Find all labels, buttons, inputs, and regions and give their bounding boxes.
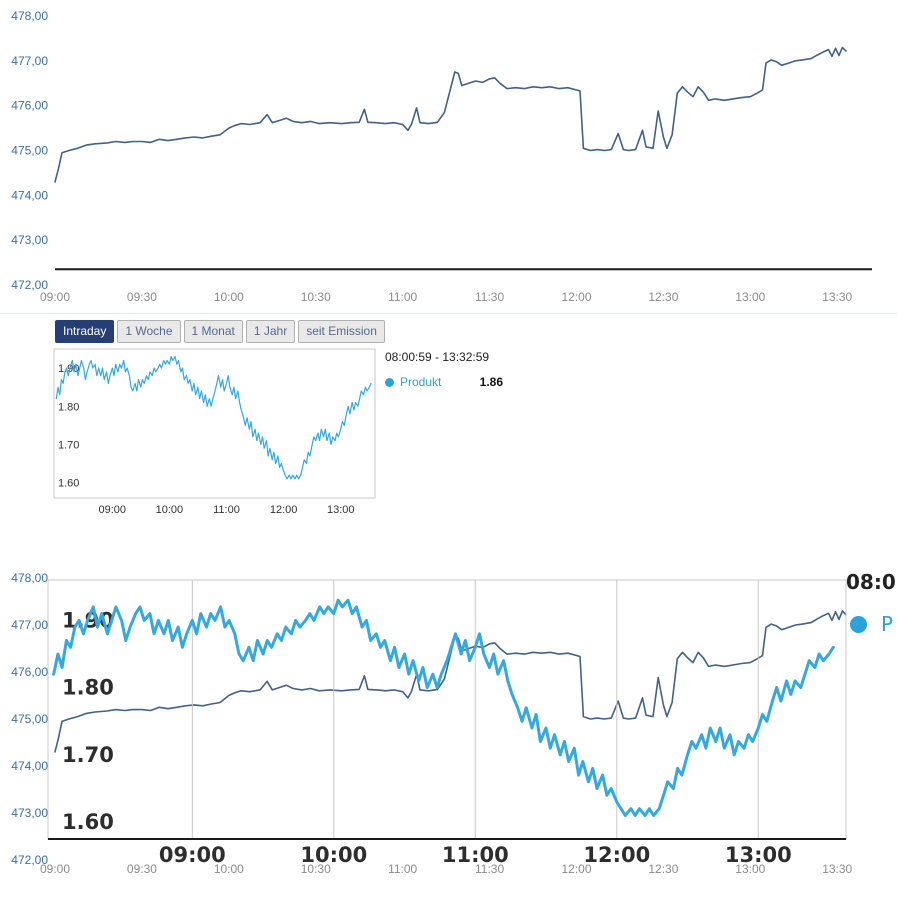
overlay-legend-dot-icon: [850, 615, 867, 633]
x-tick-label: 11:00: [388, 862, 417, 876]
y-tick-label: 474,00: [11, 188, 48, 202]
y-tick-label: 474,00: [11, 759, 48, 773]
tab-1-woche[interactable]: 1 Woche: [117, 320, 181, 343]
main-price-chart: 09:00 09:30 10:00 10:30 11:00 11:30 12:00 12:30…: [0, 0, 897, 314]
product-legend: Produkt 1.86: [385, 375, 503, 389]
overlay-product-legend: P: [850, 612, 893, 636]
y-tick-label: 1.60: [62, 810, 114, 834]
y-tick-label: 472,00: [11, 853, 48, 867]
plot-border: [47, 579, 847, 840]
product-mini-chart: 09:00 10:00 11:00 12:00 13:00 1.90 1.80 1.70 1.6…: [53, 346, 378, 518]
plot-border: [53, 348, 376, 499]
price-series-line: [54, 610, 847, 753]
x-tick-label: 13:00: [327, 504, 355, 516]
product-series-line: [52, 598, 835, 817]
x-tick-label: 09:00: [159, 843, 226, 867]
tab-seit-emission[interactable]: seit Emission: [298, 320, 385, 343]
y-tick-label: 478,00: [11, 571, 48, 585]
overlay-chart-svg: 09:00 09:30 10:00 10:30 11:00 11:30 12:00 12:30…: [11, 571, 852, 876]
x-tick-label: 10:00: [300, 843, 367, 867]
legend-value: 1.86: [479, 375, 503, 389]
x-tick-label: 12:00: [583, 843, 650, 867]
x-tick-label: 11:30: [475, 290, 504, 304]
y-tick-label: 476,00: [11, 99, 48, 113]
x-tick-label: 13:00: [735, 862, 765, 876]
x-tick-label: 10:30: [301, 290, 331, 304]
x-tick-label: 10:00: [214, 290, 244, 304]
x-tick-label: 09:30: [127, 290, 157, 304]
y-tick-label: 477,00: [11, 54, 48, 68]
x-tick-label: 10:30: [301, 862, 331, 876]
y-tick-label: 472,00: [11, 278, 48, 292]
chart-period-tabs: Intraday 1 Woche 1 Monat 1 Jahr seit Emi…: [55, 320, 385, 343]
x-tick-label: 13:30: [822, 290, 852, 304]
x-tick-label: 10:00: [156, 504, 184, 516]
x-tick-label: 11:00: [442, 843, 509, 867]
x-tick-label: 12:00: [270, 504, 298, 516]
tab-1-jahr[interactable]: 1 Jahr: [245, 320, 296, 343]
y-tick-label: 475,00: [11, 712, 48, 726]
x-tick-label: 12:00: [561, 862, 591, 876]
x-tick-label: 09:00: [40, 862, 70, 876]
product-series-line: [55, 356, 372, 480]
mini-chart-info: 08:00:59 - 13:32:59 Produkt 1.86: [385, 350, 503, 389]
y-tick-label: 475,00: [11, 144, 48, 158]
price-series-line: [54, 46, 847, 183]
x-tick-label: 11:00: [388, 290, 417, 304]
x-tick-label: 11:00: [213, 504, 240, 516]
legend-label: Produkt: [400, 375, 442, 389]
y-tick-label: 476,00: [11, 665, 48, 679]
x-tick-label: 09:30: [127, 862, 157, 876]
tab-intraday[interactable]: Intraday: [55, 320, 115, 343]
y-tick-label: 1.80: [58, 401, 79, 413]
overlay-legend-label: P: [881, 612, 894, 636]
x-tick-label: 12:00: [561, 290, 591, 304]
y-tick-label: 478,00: [11, 9, 48, 23]
product-mini-chart-svg: 09:00 10:00 11:00 12:00 13:001.901.801.701.6…: [53, 348, 376, 516]
y-tick-label: 477,00: [11, 618, 48, 632]
x-tick-label: 09:00: [98, 504, 126, 516]
x-tick-label: 12:30: [648, 862, 678, 876]
overlay-chart: 09:00 09:30 10:00 10:30 11:00 11:30 12:00 12:30…: [0, 565, 897, 877]
x-tick-label: 10:00: [214, 862, 244, 876]
y-tick-label: 1.80: [62, 676, 114, 700]
x-tick-label: 09:00: [40, 290, 70, 304]
x-tick-label: 13:00: [735, 290, 765, 304]
legend-dot-icon: [385, 377, 394, 387]
y-tick-label: 1.70: [62, 743, 114, 767]
main-price-chart-svg: 09:00 09:30 10:00 10:30 11:00 11:30 12:00 12:30…: [11, 9, 872, 304]
tab-1-monat[interactable]: 1 Monat: [183, 320, 243, 343]
x-tick-label: 13:00: [725, 843, 792, 867]
x-tick-label: 12:30: [648, 290, 678, 304]
x-tick-label: 13:30: [822, 862, 852, 876]
y-tick-label: 473,00: [11, 806, 48, 820]
y-tick-label: 1.70: [58, 440, 79, 452]
chart-time-range: 08:00:59 - 13:32:59: [385, 350, 490, 364]
overlay-time-range: 08:0: [846, 570, 896, 594]
x-tick-label: 11:30: [475, 862, 504, 876]
y-tick-label: 1.60: [58, 478, 79, 490]
y-tick-label: 473,00: [11, 233, 48, 247]
